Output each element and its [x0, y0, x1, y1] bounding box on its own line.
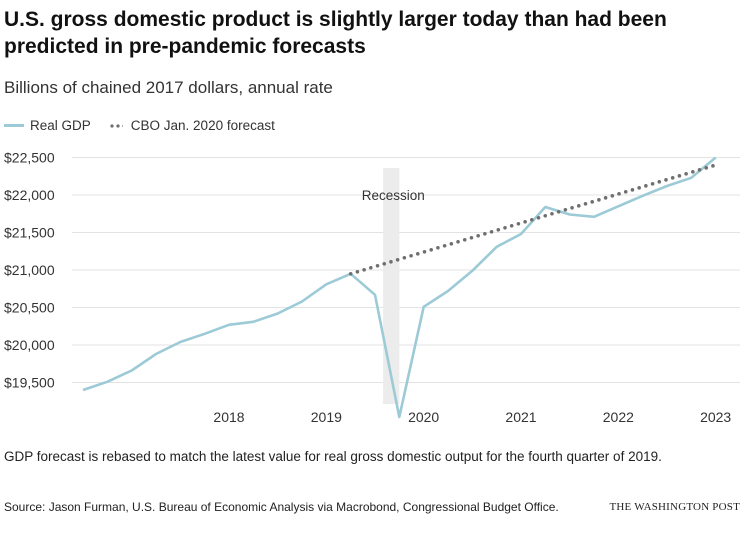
x-tick-label: 2020 [408, 409, 439, 425]
y-tick-label: $20,500 [4, 300, 55, 316]
forecast-line [348, 163, 718, 276]
legend-swatch-real-gdp [4, 124, 24, 127]
grid-layer [72, 157, 740, 383]
y-tick-label: $21,000 [4, 262, 55, 278]
recession-label: Recession [362, 188, 425, 203]
y-tick-label: $21,500 [4, 225, 55, 241]
legend-swatch-forecast [108, 123, 123, 128]
label-layer: $19,500 $20,000 $20,500 $21,000 $21,500 $22,0… [4, 150, 731, 425]
source-credit: Source: Jason Furman, U.S. Bureau of Eco… [4, 500, 559, 514]
recession-band [383, 168, 400, 404]
chart-title: U.S. gross domestic product is slightly … [4, 8, 667, 58]
x-tick-label: 2022 [603, 409, 634, 425]
y-tick-label: $22,000 [4, 187, 55, 203]
chart-subtitle: Billions of chained 2017 dollars, annual… [4, 78, 333, 97]
recession-layer [383, 168, 400, 404]
x-tick-label: 2023 [700, 409, 731, 425]
legend-label-real-gdp: Real GDP [30, 118, 91, 133]
footnote: GDP forecast is rebased to match the lat… [4, 449, 662, 464]
publisher-logo: THE WASHINGTON POST [609, 501, 740, 513]
x-tick-label: 2019 [311, 409, 342, 425]
x-tick-label: 2018 [213, 409, 244, 425]
series-layer [82, 156, 718, 419]
y-tick-label: $20,000 [4, 337, 55, 353]
chart-legend: Real GDP CBO Jan. 2020 forecast [4, 118, 275, 133]
real-gdp-line [82, 156, 717, 419]
legend-label-forecast: CBO Jan. 2020 forecast [130, 118, 275, 133]
x-tick-label: 2021 [505, 409, 536, 425]
y-tick-label: $22,500 [4, 150, 55, 166]
gdp-line-chart: $19,500 $20,000 $20,500 $21,000 $21,500 $22,0… [4, 150, 740, 425]
y-tick-label: $19,500 [4, 375, 55, 391]
